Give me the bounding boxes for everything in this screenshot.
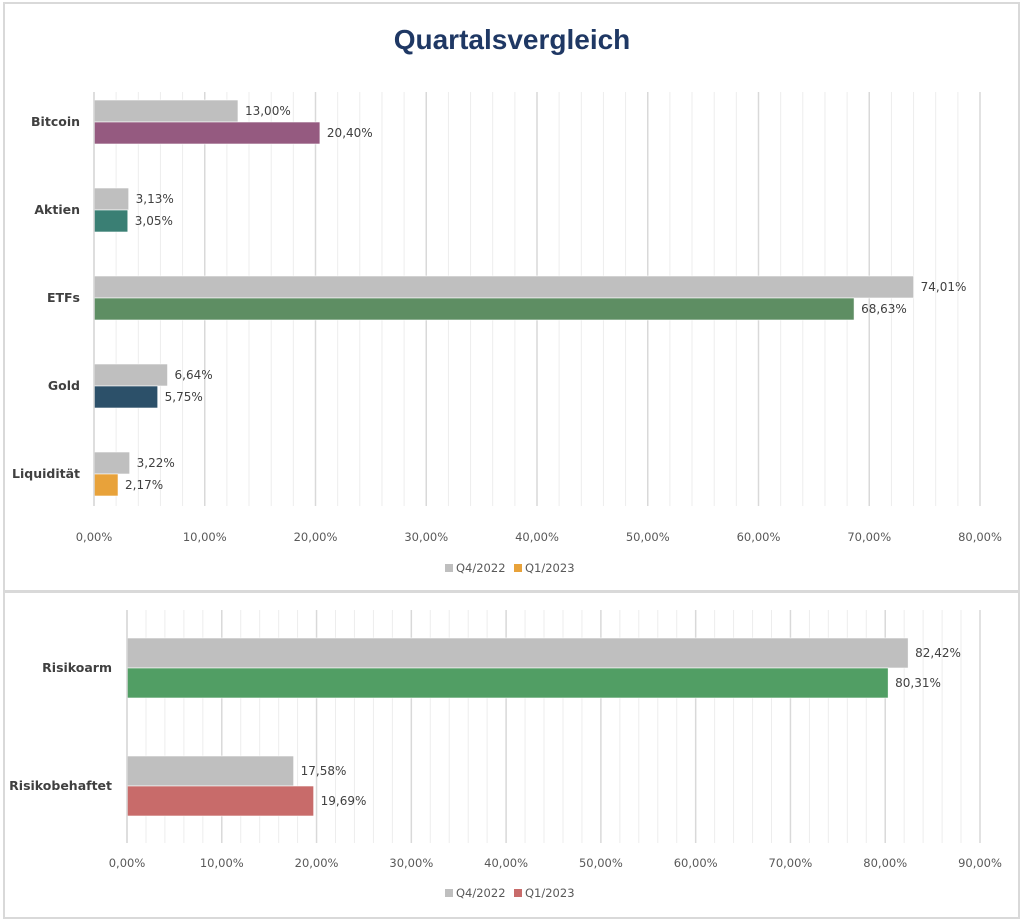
x-tick-label: 0,00%: [109, 856, 146, 870]
category-label: Bitcoin: [31, 114, 80, 129]
data-label: 19,69%: [321, 794, 367, 808]
data-label: 80,31%: [895, 676, 941, 690]
data-label: 3,22%: [137, 456, 175, 470]
chart-title: Quartalsvergleich: [394, 24, 631, 55]
x-tick-label: 50,00%: [626, 530, 670, 544]
bar-q4-2022: [93, 451, 130, 475]
category-label: ETFs: [47, 290, 80, 305]
legend-swatch: [445, 889, 453, 897]
legend-label: Q1/2023: [525, 561, 575, 575]
x-tick-label: 60,00%: [737, 530, 781, 544]
data-label: 3,13%: [136, 192, 174, 206]
data-label: 74,01%: [921, 280, 967, 294]
bar-q1-2023: [126, 785, 314, 817]
x-tick-label: 0,00%: [76, 530, 113, 544]
x-tick-label: 20,00%: [294, 530, 338, 544]
x-tick-label: 10,00%: [200, 856, 244, 870]
data-label: 2,17%: [125, 478, 163, 492]
x-tick-label: 90,00%: [958, 856, 1002, 870]
x-tick-label: 30,00%: [389, 856, 433, 870]
chart-quarterly-comparison: 0,00% 10,00% 20,00% 30,00% 40,00% 50,00% 60,00…: [12, 92, 1002, 575]
bar-q4-2022: [126, 755, 294, 787]
x-tick-label: 40,00%: [515, 530, 559, 544]
category-label: Risikobehaftet: [9, 778, 112, 793]
bar-q4-2022: [93, 187, 129, 211]
data-label: 17,58%: [301, 764, 347, 778]
data-label: 82,42%: [915, 646, 961, 660]
legend-swatch: [514, 889, 522, 897]
category-label: Gold: [48, 378, 80, 393]
legend-label: Q1/2023: [525, 886, 575, 900]
bar-q1-2023: [93, 209, 129, 233]
bar-q4-2022: [93, 275, 914, 299]
legend-label: Q4/2022: [456, 561, 506, 575]
bar-q4-2022: [126, 637, 909, 669]
bar-q1-2023: [93, 473, 119, 497]
data-label: 6,64%: [175, 368, 213, 382]
x-tick-label: 80,00%: [958, 530, 1002, 544]
category-label: Risikoarm: [42, 660, 112, 675]
bar-q1-2023: [126, 667, 889, 699]
x-tick-label: 70,00%: [847, 530, 891, 544]
x-tick-label: 30,00%: [404, 530, 448, 544]
x-tick-label: 20,00%: [295, 856, 339, 870]
bar-q1-2023: [93, 121, 321, 145]
x-tick-label: 60,00%: [674, 856, 718, 870]
data-label: 5,75%: [165, 390, 203, 404]
x-tick-label: 40,00%: [484, 856, 528, 870]
bar-q4-2022: [93, 363, 168, 387]
data-label: 3,05%: [135, 214, 173, 228]
x-tick-label: 70,00%: [769, 856, 813, 870]
x-tick-label: 50,00%: [579, 856, 623, 870]
x-tick-label: 80,00%: [863, 856, 907, 870]
data-label: 68,63%: [861, 302, 907, 316]
category-label: Aktien: [34, 202, 80, 217]
category-label: Liquidität: [12, 466, 80, 481]
legend-swatch: [445, 564, 453, 572]
bar-q1-2023: [93, 385, 158, 409]
bar-q1-2023: [93, 297, 855, 321]
data-label: 20,40%: [327, 126, 373, 140]
legend-label: Q4/2022: [456, 886, 506, 900]
bar-q4-2022: [93, 99, 239, 123]
legend-swatch: [514, 564, 522, 572]
data-label: 13,00%: [245, 104, 291, 118]
x-tick-label: 10,00%: [183, 530, 227, 544]
chart-risk-comparison: 0,00% 10,00% 20,00% 30,00% 40,00% 50,00% 60,00…: [9, 610, 1002, 900]
